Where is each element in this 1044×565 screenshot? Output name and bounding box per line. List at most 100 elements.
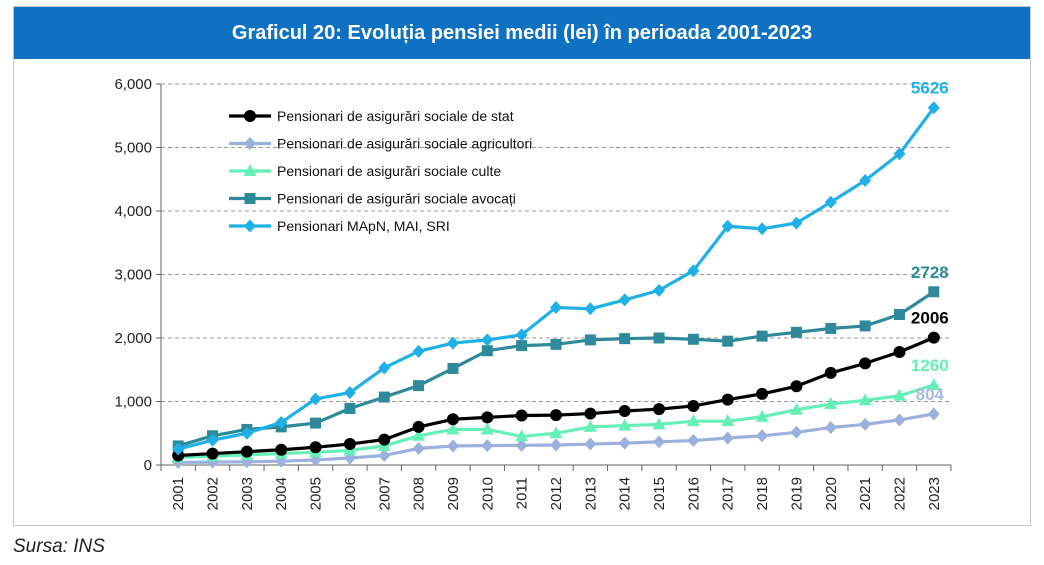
source-note: Sursa: INS <box>13 536 105 557</box>
data-point <box>378 391 390 403</box>
data-point <box>619 333 631 345</box>
x-tick-label: 2016 <box>685 477 702 510</box>
legend-label: Pensionari de asigurări sociale avocați <box>277 191 516 207</box>
x-tick-label: 2007 <box>376 477 393 510</box>
chart-title: Graficul 20: Evoluția pensiei medii (lei… <box>231 22 813 44</box>
data-point <box>927 331 940 344</box>
data-point <box>790 425 803 439</box>
y-tick-label: 3,000 <box>114 267 152 284</box>
data-point <box>893 345 906 358</box>
data-point <box>515 409 528 422</box>
data-point <box>721 393 734 406</box>
data-point <box>481 345 493 357</box>
data-point <box>481 333 494 347</box>
x-tick-label: 2023 <box>926 477 943 510</box>
data-point <box>515 429 529 442</box>
data-point <box>893 413 906 427</box>
series-line <box>177 290 935 448</box>
data-point <box>515 328 528 342</box>
data-point <box>824 397 838 410</box>
line-chart: 0 1,000 2,000 3,000 4,000 5,000 6,000 2001 2002 2… <box>114 76 952 510</box>
data-point <box>412 420 425 433</box>
y-tick-label: 4,000 <box>114 203 152 220</box>
data-point <box>446 422 460 435</box>
x-tick-label: 2003 <box>239 477 256 510</box>
data-point <box>275 415 288 429</box>
data-point <box>790 216 803 230</box>
series-4 <box>172 101 940 456</box>
data-point <box>378 433 391 446</box>
data-point <box>584 407 597 420</box>
gridlines <box>161 83 951 402</box>
data-point <box>686 414 700 427</box>
data-point <box>618 418 632 431</box>
y-tick-label: 0 <box>144 457 152 474</box>
data-point <box>378 448 391 462</box>
data-point <box>858 393 872 406</box>
data-point <box>755 409 769 422</box>
y-tick-label: 2,000 <box>114 330 152 347</box>
y-tick-label: 1,000 <box>114 394 152 411</box>
data-point <box>893 147 906 161</box>
x-tick-label: 2006 <box>342 477 359 510</box>
x-tick-label: 2004 <box>273 477 290 510</box>
x-tick-label: 2010 <box>479 477 496 510</box>
data-point <box>240 426 253 440</box>
data-point <box>687 264 700 278</box>
data-point <box>515 438 528 452</box>
data-point <box>756 429 769 443</box>
data-point <box>722 335 734 347</box>
data-point <box>618 293 631 307</box>
end-label: 2006 <box>911 309 949 328</box>
data-point <box>310 417 322 429</box>
x-tick-label: 2020 <box>823 477 840 510</box>
data-point <box>516 340 528 352</box>
legend-marker <box>244 193 256 204</box>
data-point <box>309 441 322 454</box>
title-bar <box>14 7 1030 59</box>
data-point <box>412 428 426 441</box>
x-tick-label: 2012 <box>548 477 565 510</box>
data-point <box>480 422 494 435</box>
data-point <box>275 443 288 456</box>
data-point <box>412 441 425 455</box>
legend-marker <box>244 110 256 122</box>
data-point <box>584 334 596 346</box>
x-tick-label: 2015 <box>651 477 668 510</box>
data-point <box>653 283 666 297</box>
end-label: 2728 <box>911 263 949 282</box>
data-point <box>859 320 871 332</box>
legend-marker <box>244 219 256 233</box>
series-line <box>177 106 936 451</box>
legend-marker <box>244 137 256 150</box>
x-tick-label: 2001 <box>170 477 187 510</box>
chart-frame: Graficul 20: Evoluția pensiei medii (lei… <box>13 6 1031 526</box>
y-tick-label: 6,000 <box>114 76 152 93</box>
data-point <box>927 101 940 115</box>
data-point <box>618 405 631 418</box>
data-point <box>378 361 391 375</box>
data-point <box>824 421 837 435</box>
data-point <box>927 407 940 421</box>
end-label: 1260 <box>911 356 949 375</box>
data-point <box>928 286 940 298</box>
data-point <box>789 402 803 415</box>
x-tick-label: 2018 <box>754 477 771 510</box>
data-point <box>343 386 356 400</box>
series-0 <box>172 331 940 462</box>
data-point <box>550 409 562 422</box>
data-point <box>893 309 905 321</box>
series-1 <box>172 407 940 469</box>
x-tick-label: 2022 <box>891 477 908 510</box>
data-point <box>584 302 597 316</box>
axes: 0 1,000 2,000 3,000 4,000 5,000 6,000 2001 2002 2… <box>114 76 952 510</box>
data-point <box>344 402 356 414</box>
data-point <box>618 436 631 450</box>
data-point <box>859 174 872 188</box>
data-point <box>653 332 665 344</box>
data-point <box>859 357 872 370</box>
data-point <box>892 388 906 401</box>
x-tick-label: 2009 <box>445 477 462 510</box>
data-point <box>825 322 837 334</box>
x-tick-label: 2017 <box>720 477 737 510</box>
